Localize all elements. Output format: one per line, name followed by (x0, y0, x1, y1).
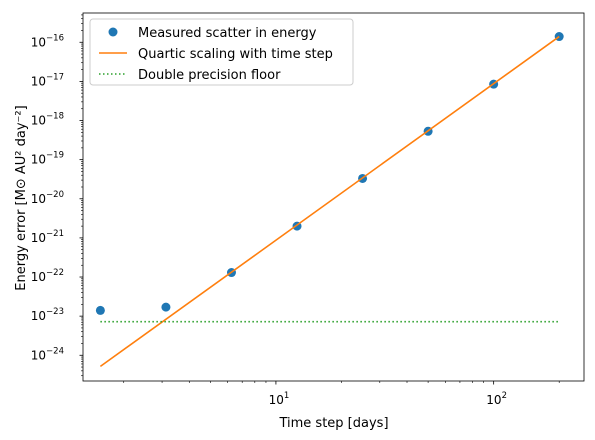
quartic-scaling-line (99, 35, 560, 368)
y-tick-label: 10−24 (31, 346, 64, 362)
x-tick-label: 102 (486, 391, 507, 407)
y-tick-exponent: −18 (46, 112, 64, 122)
x-axis-label: Time step [days] (278, 416, 388, 431)
legend-label-quartic: Quartic scaling with time step (138, 47, 333, 62)
x-tick-exponent: 1 (284, 391, 289, 401)
y-tick-exponent: −22 (46, 268, 64, 278)
y-tick-label: 10−16 (31, 33, 64, 49)
y-tick-base: 10 (31, 270, 46, 284)
y-tick-exponent: −17 (46, 72, 64, 82)
y-tick-exponent: −19 (46, 151, 64, 161)
data-point (161, 302, 171, 312)
legend: Measured scatter in energy Quartic scali… (89, 18, 354, 86)
x-tick-exponent: 2 (502, 391, 507, 401)
y-tick-label: 10−23 (31, 307, 64, 323)
y-tick-base: 10 (31, 309, 46, 323)
y-tick-exponent: −24 (46, 346, 64, 356)
legend-label-floor: Double precision floor (138, 68, 281, 83)
y-tick-base: 10 (31, 114, 46, 128)
legend-label-measured: Measured scatter in energy (138, 26, 317, 41)
y-axis-label: Energy error [M⊙ AU² day⁻²] (14, 105, 29, 290)
data-point (95, 305, 105, 315)
y-tick-label: 10−17 (31, 72, 64, 88)
y-tick-label: 10−18 (31, 112, 64, 128)
legend-marker-measured (108, 27, 118, 37)
y-tick-label: 10−20 (31, 190, 64, 206)
y-tick-base: 10 (31, 74, 46, 88)
y-tick-base: 10 (31, 348, 46, 362)
x-tick-label: 101 (269, 391, 290, 407)
y-tick-label: 10−22 (31, 268, 64, 284)
x-tick-base: 10 (486, 393, 501, 407)
y-axis-ticks: 10−2410−2310−2210−2110−2010−1910−1810−17… (31, 14, 83, 377)
y-tick-base: 10 (31, 153, 46, 167)
data-marks (95, 32, 564, 368)
legend-box (89, 18, 354, 86)
y-tick-label: 10−21 (31, 229, 64, 245)
y-tick-base: 10 (31, 192, 46, 206)
y-tick-exponent: −20 (46, 190, 64, 200)
x-tick-base: 10 (269, 393, 284, 407)
y-tick-exponent: −16 (46, 33, 64, 43)
y-tick-base: 10 (31, 231, 46, 245)
y-tick-exponent: −23 (46, 307, 64, 317)
plot-frame (82, 12, 585, 382)
y-tick-exponent: −21 (46, 229, 64, 239)
y-tick-base: 10 (31, 35, 46, 49)
y-tick-label: 10−19 (31, 151, 64, 167)
